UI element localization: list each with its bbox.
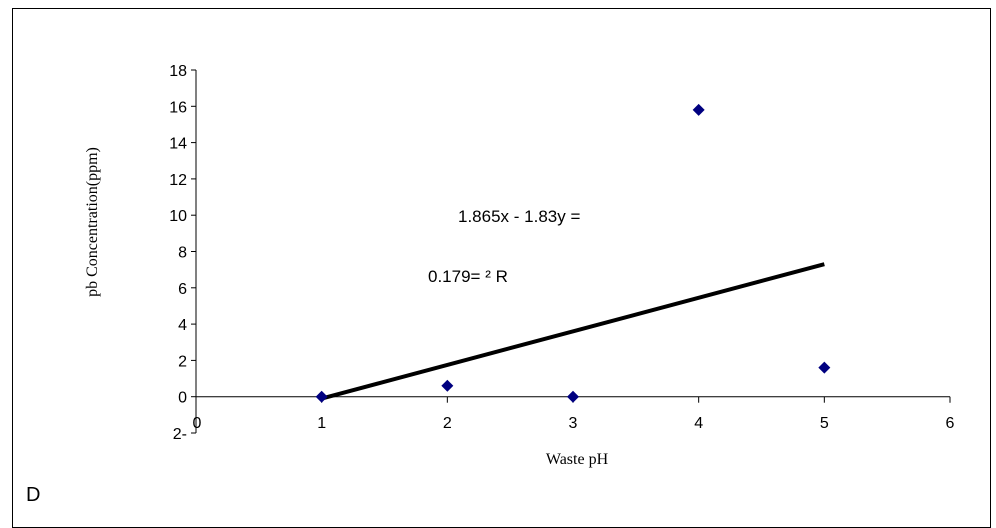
y-tick-label: 8 (178, 245, 187, 262)
y-tick-label: 2 (178, 353, 187, 370)
y-tick-label: 2- (173, 426, 187, 443)
y-axis-title: pb Concentration(ppm) (84, 147, 101, 297)
trendline-equation: 1.865x - 1.83y = (458, 207, 580, 226)
data-point-3 (567, 390, 579, 403)
r-squared-label: 0.179= ² R (428, 267, 508, 286)
y-tick-label: 4 (178, 317, 187, 334)
data-point-1 (315, 390, 328, 403)
y-tick-label: 12 (169, 172, 187, 189)
trendline (321, 262, 825, 401)
y-tick-label: 16 (169, 99, 187, 116)
x-tick-label: 1 (317, 415, 326, 432)
data-point-4 (692, 103, 705, 116)
y-tick-label: 18 (169, 63, 187, 80)
data-point-5 (818, 361, 831, 374)
trendline-group (321, 262, 825, 401)
y-tick-label: 14 (169, 136, 187, 153)
y-tick-label: 6 (178, 281, 187, 298)
panel-label: D (26, 484, 41, 506)
x-tick-label: 4 (694, 415, 703, 432)
x-tick-label: 6 (946, 415, 955, 432)
y-tick-label: 0 (178, 390, 187, 407)
x-tick-label: 0 (193, 415, 202, 432)
y-axis: 2- 0 2 4 6 8 10 12 14 16 18 (169, 63, 197, 443)
x-axis-title: Waste pH (546, 451, 609, 468)
x-tick-label: 3 (569, 415, 578, 432)
x-tick-label: 5 (820, 415, 829, 432)
x-tick-label: 2 (443, 415, 452, 432)
data-points (315, 103, 831, 403)
y-tick-label: 10 (169, 208, 187, 225)
data-point-2 (441, 379, 454, 392)
